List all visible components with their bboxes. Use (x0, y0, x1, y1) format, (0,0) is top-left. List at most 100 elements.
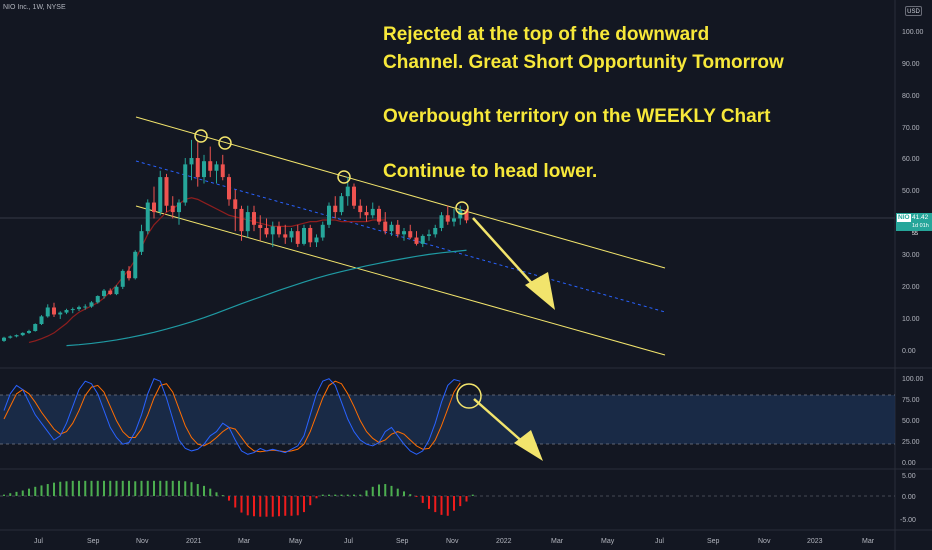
candle-body (239, 208, 244, 232)
candle-body (258, 224, 263, 228)
symbol-title[interactable]: NIO Inc., 1W, NYSE (3, 4, 66, 11)
histogram-bar (465, 496, 468, 502)
histogram-bar (253, 496, 255, 517)
candle-body (420, 235, 425, 244)
histogram-bar (109, 480, 112, 496)
histogram-bar (384, 484, 387, 496)
price-axis[interactable]: 100.00 90.00 80.00 70.00 60.00 50.00 30.… (900, 29, 924, 524)
candle-body (283, 234, 288, 238)
histogram-bar (78, 480, 80, 496)
candle-body (308, 227, 313, 243)
candle-body (320, 224, 325, 238)
candle-body (439, 215, 444, 228)
histogram-bar (9, 493, 12, 496)
candle-body (170, 205, 175, 213)
candle-body (64, 310, 69, 313)
histogram-bar (59, 481, 62, 496)
annotation-line-6: Continue to head lower. (383, 161, 597, 182)
histogram-bar (178, 480, 180, 496)
histogram-bar (328, 494, 330, 496)
price-tag-value: 41.42 (912, 214, 929, 221)
price-tick: 60.00 (902, 156, 920, 163)
candle-body (195, 158, 200, 178)
histogram-bar (453, 496, 455, 511)
time-tick: 2022 (496, 538, 512, 545)
candle-body (177, 202, 181, 213)
histogram-bar (240, 496, 243, 513)
histogram-bar (434, 496, 437, 513)
candle-body (333, 205, 338, 213)
price-tick: 10.00 (902, 316, 920, 323)
histogram-bar (290, 496, 293, 516)
stoch-tick: 0.00 (902, 460, 916, 467)
peak-marker-1 (194, 129, 208, 143)
time-tick: Sep (87, 538, 100, 545)
candle-body (370, 208, 375, 216)
histogram-bar (209, 488, 212, 496)
histogram-bar (128, 480, 130, 496)
histogram-bar (121, 480, 124, 496)
time-axis[interactable]: Jul Sep Nov 2021 Mar May Jul Sep Nov 202… (34, 538, 875, 545)
candle-body (189, 158, 194, 165)
time-tick: Mar (551, 538, 564, 545)
histogram-bar (340, 494, 343, 496)
candle-body (302, 227, 306, 244)
histogram-bar (196, 484, 199, 496)
hist-tick: 5.00 (902, 473, 916, 480)
histogram-bar (84, 480, 87, 496)
histogram-bar (403, 491, 405, 496)
candle-body (14, 335, 19, 337)
price-tick: 0.00 (902, 348, 916, 355)
candle-body (108, 290, 113, 295)
histogram-bar (446, 496, 449, 516)
histogram-bar (359, 494, 362, 496)
ma-short-line (28, 197, 386, 344)
candle-body (152, 202, 156, 213)
histogram-bar (459, 496, 462, 507)
histogram-bar (284, 496, 287, 516)
hist-tick: -5.00 (900, 517, 916, 524)
candle-body (158, 177, 163, 213)
histogram-bar (265, 496, 268, 517)
candle-body (133, 251, 138, 279)
histogram-bar (190, 482, 193, 496)
histogram-bar (296, 496, 299, 516)
histogram-bar (165, 480, 168, 496)
time-tick: Jul (344, 538, 353, 545)
time-tick: Mar (238, 538, 251, 545)
currency-button[interactable]: USD (905, 6, 922, 16)
candle-body (27, 331, 31, 333)
candle-body (264, 227, 269, 235)
histogram-bar (153, 480, 155, 496)
ma-long-line (66, 249, 467, 347)
channel-upper-line (135, 116, 666, 269)
histogram-bar (353, 494, 355, 496)
time-tick: Mar (862, 538, 875, 545)
histogram-bar (96, 480, 99, 496)
time-tick: Jul (655, 538, 664, 545)
histogram-bar (471, 494, 474, 496)
stoch-tick: 25.00 (902, 439, 920, 446)
candle-body (2, 337, 6, 341)
histogram-bar (171, 480, 174, 496)
histogram-bar (396, 488, 399, 496)
candle-body (295, 231, 300, 244)
candle-body (95, 296, 100, 303)
candle-body (327, 205, 331, 225)
time-tick: Nov (758, 538, 771, 545)
candle-body (227, 177, 231, 200)
candle-body (33, 324, 38, 332)
histogram-bar (53, 482, 55, 496)
candle-body (208, 161, 213, 171)
candle-body (214, 164, 219, 171)
histogram-bar (321, 494, 324, 496)
histogram-bar (315, 496, 318, 499)
histogram-bar (34, 486, 37, 496)
histogram-bar (371, 486, 374, 496)
candle-body (220, 164, 225, 178)
price-tick: 70.00 (902, 125, 920, 132)
candle-body (114, 286, 119, 295)
candle-body (270, 226, 275, 235)
candle-body (20, 332, 25, 336)
